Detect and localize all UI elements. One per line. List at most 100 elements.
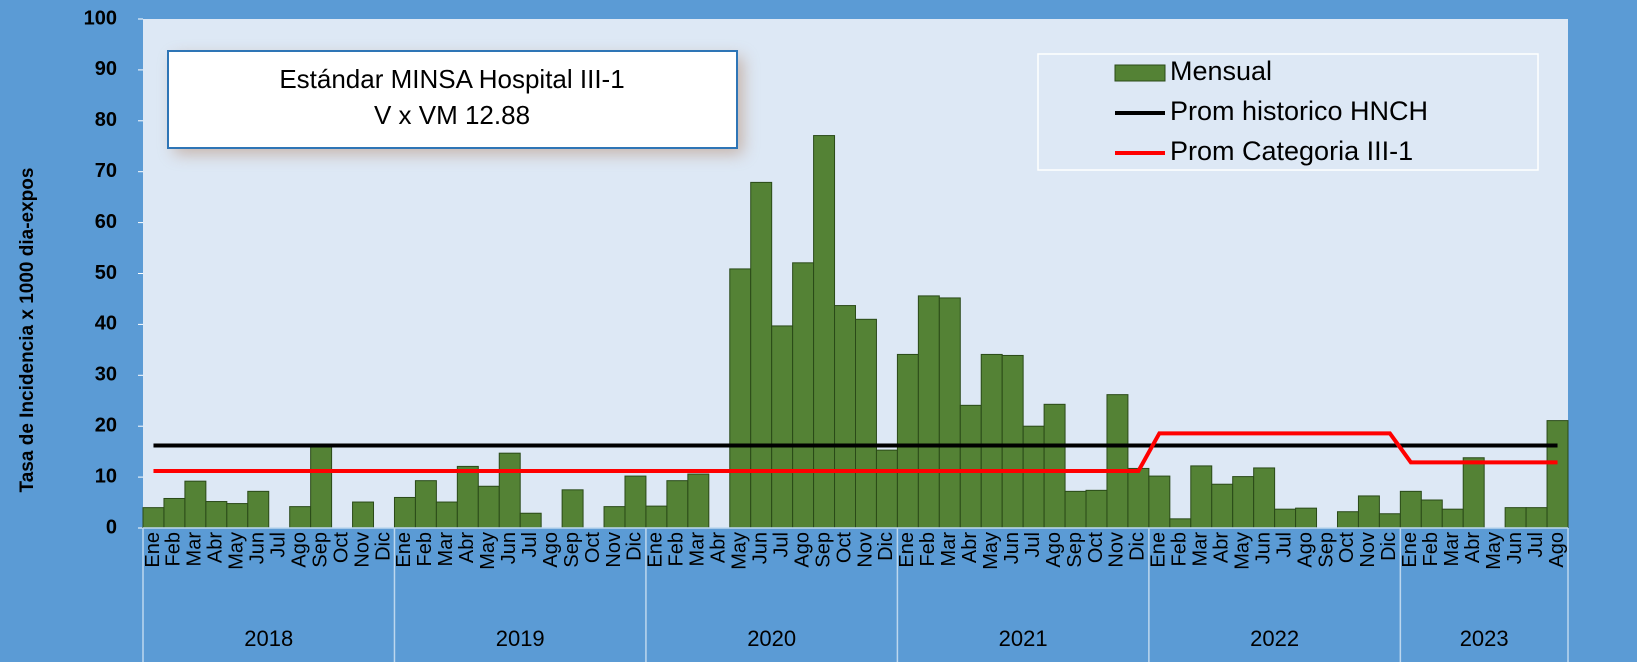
y-tick-label: 90	[95, 58, 117, 80]
x-tick-label: Feb	[1420, 532, 1442, 566]
x-tick-label: Abr	[456, 532, 478, 563]
group-label: 2023	[1460, 626, 1509, 651]
x-tick-label: Dic	[875, 532, 897, 561]
x-tick-label: Ago	[791, 532, 813, 568]
x-tick-label: Jun	[498, 532, 520, 564]
bar	[414, 480, 437, 529]
y-tick-label: 100	[84, 7, 117, 29]
bar	[1420, 499, 1443, 529]
annotation-box	[167, 50, 738, 149]
legend-label: Prom Categoria III-1	[1170, 136, 1413, 166]
bar	[561, 489, 584, 529]
legend-label: Mensual	[1170, 56, 1272, 86]
x-tick-label: Oct	[1336, 532, 1358, 564]
annotation-text: Estándar MINSA Hospital III-1	[279, 64, 624, 94]
x-tick-label: Jul	[519, 532, 541, 558]
x-tick-label: Dic	[1127, 532, 1149, 561]
x-tick-label: Ene	[896, 532, 918, 568]
x-tick-label: Nov	[1106, 532, 1128, 568]
y-tick-label: 50	[95, 262, 117, 284]
x-tick-label: Mar	[1190, 532, 1212, 567]
x-tick-label: Nov	[351, 532, 373, 568]
x-tick-label: Sep	[1064, 532, 1086, 568]
bar	[1106, 394, 1129, 529]
x-tick-label: Jun	[1001, 532, 1023, 564]
bar	[834, 305, 857, 529]
bar	[792, 262, 815, 529]
bar	[1378, 513, 1401, 529]
bar	[624, 475, 647, 529]
x-tick-label: Nov	[603, 532, 625, 568]
bar	[875, 449, 898, 529]
annotation-text: V x VM 12.88	[374, 100, 530, 130]
x-tick-label: Mar	[1441, 532, 1463, 567]
bar	[1462, 457, 1485, 529]
bar	[310, 445, 333, 529]
bar	[917, 295, 940, 529]
x-tick-label: Jun	[1504, 532, 1526, 564]
bar	[1357, 495, 1380, 529]
x-tick-label: Dic	[1378, 532, 1400, 561]
x-tick-label: Ene	[142, 532, 164, 568]
bar	[666, 480, 689, 529]
x-tick-label: Abr	[1462, 532, 1484, 563]
bar	[1127, 467, 1150, 529]
x-tick-label: May	[477, 532, 499, 570]
x-tick-label: Oct	[582, 532, 604, 564]
x-tick-label: Ago	[288, 532, 310, 568]
legend-label: Prom historico HNCH	[1170, 96, 1428, 126]
bar	[1399, 490, 1422, 529]
x-tick-label: Jul	[770, 532, 792, 558]
bar	[1546, 420, 1569, 529]
bar	[1504, 507, 1527, 529]
bar	[959, 404, 982, 529]
bar	[477, 485, 500, 529]
y-tick-label: 20	[95, 414, 117, 436]
y-tick-label: 80	[95, 109, 117, 131]
x-tick-label: Ene	[1399, 532, 1421, 568]
x-tick-label: Feb	[1169, 532, 1191, 566]
line	[153, 431, 1558, 473]
bar	[456, 465, 479, 529]
x-tick-label: Mar	[435, 532, 457, 567]
bar	[1295, 507, 1318, 529]
bar	[980, 353, 1003, 529]
x-tick-label: Oct	[833, 532, 855, 564]
x-tick-label: Ene	[1148, 532, 1170, 568]
bar	[645, 505, 668, 529]
legend-swatch	[1114, 64, 1166, 82]
x-tick-label: Feb	[666, 532, 688, 566]
bar	[435, 501, 458, 529]
x-tick-label: Jun	[247, 532, 269, 564]
bar	[1085, 489, 1108, 529]
bar	[1064, 490, 1087, 529]
bar	[1022, 425, 1045, 529]
x-tick-label: May	[226, 532, 248, 570]
x-tick-label: Jul	[1273, 532, 1295, 558]
x-tick-label: Sep	[1315, 532, 1337, 568]
bar	[352, 501, 375, 529]
x-tick-label: Mar	[687, 532, 709, 567]
bar	[1190, 465, 1213, 529]
x-tick-label: Nov	[854, 532, 876, 568]
y-tick-label: 60	[95, 211, 117, 233]
bar	[687, 473, 710, 529]
bar	[1441, 508, 1464, 529]
x-tick-label: Sep	[812, 532, 834, 568]
x-tick-label: Jun	[1252, 532, 1274, 564]
y-tick-label: 30	[95, 364, 117, 386]
x-tick-label: Ago	[540, 532, 562, 568]
x-tick-label: Feb	[414, 532, 436, 566]
group-label: 2022	[1250, 626, 1299, 651]
bar	[1336, 511, 1359, 529]
bar	[142, 507, 165, 529]
bar	[289, 506, 312, 529]
x-tick-label: Jun	[749, 532, 771, 564]
x-tick-label: Ago	[1043, 532, 1065, 568]
bar	[1001, 354, 1024, 529]
group-label: 2018	[244, 626, 293, 651]
y-tick-label: 40	[95, 313, 117, 335]
x-tick-label: Feb	[163, 532, 185, 566]
x-tick-label: May	[1483, 532, 1505, 570]
